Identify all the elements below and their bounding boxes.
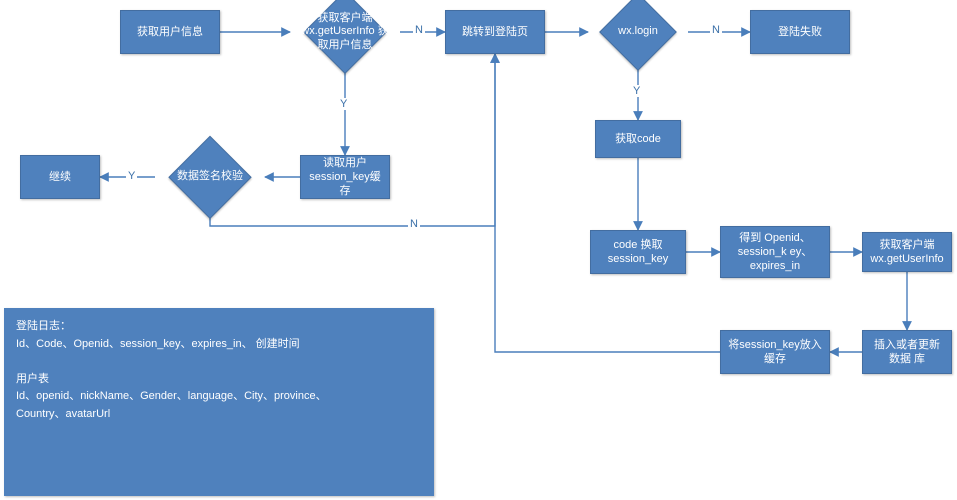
node-label: 将session_key放入 缓存	[727, 338, 823, 367]
node-sign_check_dec: 数据签名校验	[155, 145, 265, 209]
node-code_to_session: code 换取 session_key	[590, 230, 686, 274]
node-login_fail: 登陆失败	[750, 10, 850, 54]
node-label: 获取客户端 wx.getUserInfo 获取用户信息	[290, 0, 400, 64]
edge-label: N	[710, 24, 722, 36]
info-panel: 登陆日志： Id、Code、Openid、session_key、expires…	[4, 308, 434, 496]
edge-label: N	[413, 24, 425, 36]
node-label: 读取用户 session_key缓存	[307, 156, 383, 199]
node-label: wx.login	[588, 2, 688, 62]
node-label: 得到 Openid、session_k ey、expires_in	[727, 231, 823, 274]
node-label: 获取用户信息	[137, 25, 203, 39]
node-jump_login: 跳转到登陆页	[445, 10, 545, 54]
node-get_client_userinfo: 获取客户端 wx.getUserInfo	[862, 232, 952, 272]
node-label: 继续	[49, 170, 71, 184]
node-got_openid: 得到 Openid、session_k ey、expires_in	[720, 226, 830, 278]
node-label: 获取客户端 wx.getUserInfo	[869, 238, 945, 267]
node-wx_getuserinfo_dec: 获取客户端 wx.getUserInfo 获取用户信息	[290, 0, 400, 64]
node-label: code 换取 session_key	[597, 238, 679, 267]
node-label: 跳转到登陆页	[462, 25, 528, 39]
node-read_session_cache: 读取用户 session_key缓存	[300, 155, 390, 199]
edge-label: Y	[126, 170, 137, 182]
edge-label: N	[408, 218, 420, 230]
node-label: 数据签名校验	[155, 145, 265, 209]
node-put_session_cache: 将session_key放入 缓存	[720, 330, 830, 374]
node-continue: 继续	[20, 155, 100, 199]
node-wx_login_dec: wx.login	[588, 2, 688, 62]
node-label: 插入或者更新数据 库	[869, 338, 945, 367]
node-label: 登陆失败	[778, 25, 822, 39]
node-get_user_info: 获取用户信息	[120, 10, 220, 54]
node-insert_update_db: 插入或者更新数据 库	[862, 330, 952, 374]
edge-label: Y	[631, 85, 642, 97]
node-get_code: 获取code	[595, 120, 681, 158]
node-label: 获取code	[615, 132, 661, 146]
edge-label: Y	[338, 98, 349, 110]
